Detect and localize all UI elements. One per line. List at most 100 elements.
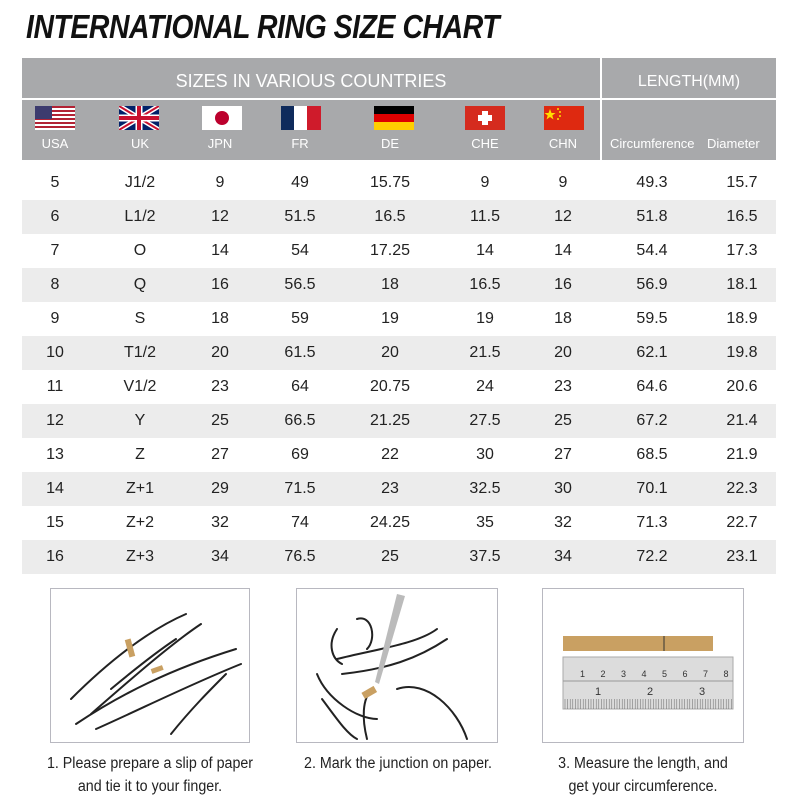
step3-caption: 3. Measure the length, and get your circ… — [533, 752, 754, 798]
cell-de: 24.25 — [369, 514, 411, 531]
ruler-cm-label: 8 — [724, 669, 729, 679]
step3-line2: get your circumference. — [568, 778, 718, 795]
table-row: 10 T1/2 20 61.5 20 21.5 20 62.1 19.8 — [22, 336, 776, 370]
cell-fr: 54 — [291, 242, 309, 259]
cell-chn: 30 — [554, 480, 572, 497]
country-label-che: CHE — [471, 136, 499, 151]
cell-jpn: 23 — [211, 378, 229, 395]
cell-fr: 51.5 — [284, 208, 316, 225]
cell-usa: 14 — [46, 480, 64, 497]
cell-diameter: 18.9 — [726, 310, 758, 327]
sizes-header: SIZES IN VARIOUS COUNTRIES — [175, 71, 447, 91]
ruler-cm-label: 2 — [601, 669, 606, 679]
cell-circumference: 54.4 — [636, 242, 668, 259]
cell-jpn: 16 — [211, 276, 229, 293]
country-label-jpn: JPN — [207, 136, 233, 151]
cell-uk: J1/2 — [124, 174, 156, 191]
cell-uk: Y — [134, 412, 146, 429]
cell-de: 16.5 — [374, 208, 406, 225]
step1-illustration — [50, 588, 250, 743]
cell-che: 21.5 — [469, 344, 501, 361]
table-row: 9 S 18 59 19 19 18 59.5 18.9 — [22, 302, 776, 336]
cell-fr: 71.5 — [284, 480, 316, 497]
cell-usa: 13 — [46, 446, 64, 463]
cell-de: 20 — [381, 344, 399, 361]
table-row: 16 Z+3 34 76.5 25 37.5 34 72.2 23.1 — [22, 540, 776, 574]
cell-chn: 16 — [554, 276, 572, 293]
hand-with-paper-icon — [70, 613, 242, 735]
cell-uk: Z — [135, 446, 145, 463]
cell-che: 24 — [476, 378, 494, 395]
hand-marking-paper-icon — [316, 594, 468, 740]
cell-circumference: 64.6 — [636, 378, 668, 395]
cell-diameter: 20.6 — [726, 378, 758, 395]
length-header: LENGTH(MM) — [637, 73, 741, 90]
cell-fr: 64 — [291, 378, 309, 395]
cell-circumference: 70.1 — [636, 480, 668, 497]
table-row: 6 L1/2 12 51.5 16.5 11.5 12 51.8 16.5 — [22, 200, 776, 234]
ruler-cm-label: 7 — [703, 669, 708, 679]
cell-circumference: 51.8 — [636, 208, 668, 225]
cell-de: 20.75 — [369, 378, 411, 395]
cell-che: 37.5 — [469, 548, 501, 565]
ruler-cm-label: 5 — [662, 669, 667, 679]
cell-de: 21.25 — [369, 412, 411, 429]
cell-chn: 14 — [554, 242, 572, 259]
ruler-cm-label: 1 — [580, 669, 585, 679]
cell-usa: 6 — [50, 208, 60, 225]
table-row: 5 J1/2 9 49 15.75 9 9 49.3 15.7 — [22, 166, 776, 200]
cell-fr: 49 — [291, 174, 309, 191]
cell-diameter: 23.1 — [726, 548, 758, 565]
ruler-cm-label: 4 — [642, 669, 647, 679]
cell-jpn: 29 — [211, 480, 229, 497]
table-row: 14 Z+1 29 71.5 23 32.5 30 70.1 22.3 — [22, 472, 776, 506]
cell-chn: 9 — [558, 174, 568, 191]
table-row: 11 V1/2 23 64 20.75 24 23 64.6 20.6 — [22, 370, 776, 404]
cell-circumference: 56.9 — [636, 276, 668, 293]
cell-diameter: 22.7 — [726, 514, 758, 531]
step1-caption: 1. Please prepare a slip of paper and ti… — [40, 752, 261, 798]
cell-che: 9 — [480, 174, 490, 191]
cell-jpn: 12 — [211, 208, 229, 225]
size-table-body: 5 J1/2 9 49 15.75 9 9 49.3 15.7 6 L1/2 12 51.5 16.5 11… — [22, 166, 776, 574]
country-label-uk: UK — [130, 136, 150, 151]
cell-usa: 7 — [50, 242, 60, 259]
cell-uk: O — [133, 242, 147, 259]
cell-usa: 5 — [50, 174, 60, 191]
cell-circumference: 49.3 — [636, 174, 668, 191]
country-label-de: DE — [380, 136, 400, 151]
cell-usa: 8 — [50, 276, 60, 293]
cell-chn: 25 — [554, 412, 572, 429]
cell-fr: 59 — [291, 310, 309, 327]
cell-che: 16.5 — [469, 276, 501, 293]
table-row: 8 Q 16 56.5 18 16.5 16 56.9 18.1 — [22, 268, 776, 302]
cell-chn: 32 — [554, 514, 572, 531]
country-label-fr: FR — [291, 136, 309, 151]
cell-jpn: 34 — [211, 548, 229, 565]
cell-circumference: 68.5 — [636, 446, 668, 463]
cell-fr: 76.5 — [284, 548, 316, 565]
ruler-cm-label: 6 — [683, 669, 688, 679]
cell-che: 11.5 — [470, 208, 500, 225]
cell-che: 35 — [476, 514, 494, 531]
cell-de: 23 — [381, 480, 399, 497]
switzerland-flag-icon — [465, 106, 505, 130]
cell-de: 22 — [381, 446, 399, 463]
step2-line1: 2. Mark the junction on paper. — [304, 755, 492, 772]
cell-uk: L1/2 — [124, 208, 156, 225]
cell-fr: 69 — [291, 446, 309, 463]
cell-uk: V1/2 — [123, 378, 157, 395]
cell-circumference: 62.1 — [636, 344, 668, 361]
circumference-label: Circumference — [610, 136, 695, 151]
cell-uk: T1/2 — [123, 344, 156, 361]
ruler-inch-label: 3 — [699, 686, 705, 698]
cell-chn: 27 — [554, 446, 572, 463]
table-header: SIZES IN VARIOUS COUNTRIES LENGTH(MM) US… — [22, 58, 776, 160]
germany-flag-icon — [374, 106, 414, 130]
cell-fr: 56.5 — [284, 276, 316, 293]
table-row: 13 Z 27 69 22 30 27 68.5 21.9 — [22, 438, 776, 472]
china-flag-icon — [544, 106, 584, 130]
cell-jpn: 25 — [211, 412, 229, 429]
cell-usa: 16 — [46, 548, 64, 565]
cell-de: 15.75 — [369, 174, 411, 191]
